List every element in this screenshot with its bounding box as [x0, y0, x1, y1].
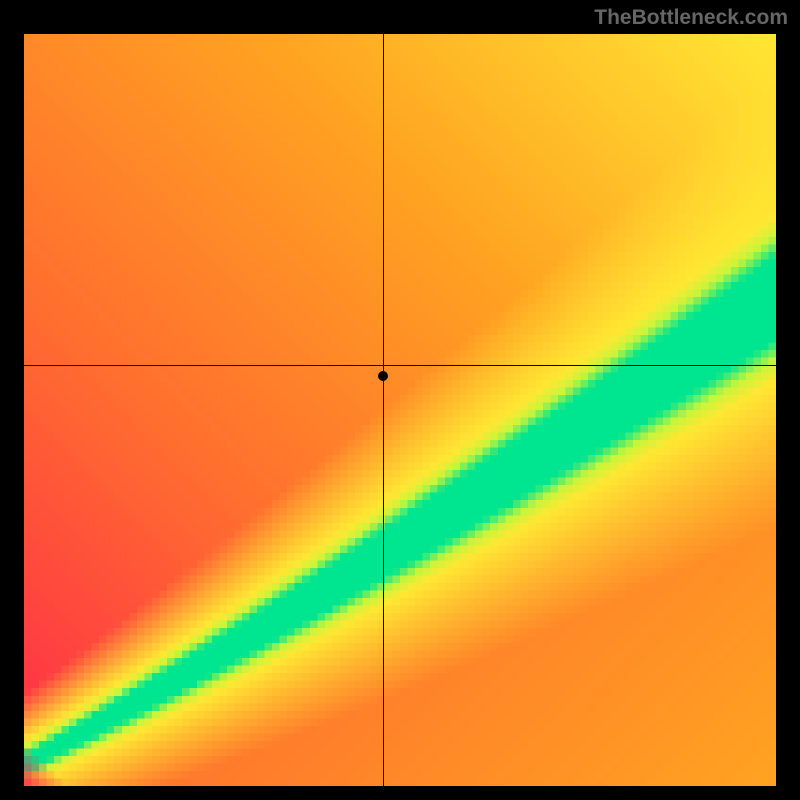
- watermark-text: TheBottleneck.com: [594, 6, 788, 30]
- heatmap-canvas: [24, 34, 776, 786]
- plot-area: [24, 34, 776, 786]
- crosshair-horizontal: [24, 365, 776, 366]
- data-point-marker: [378, 371, 388, 381]
- chart-container: TheBottleneck.com: [0, 0, 800, 800]
- crosshair-vertical: [383, 34, 384, 786]
